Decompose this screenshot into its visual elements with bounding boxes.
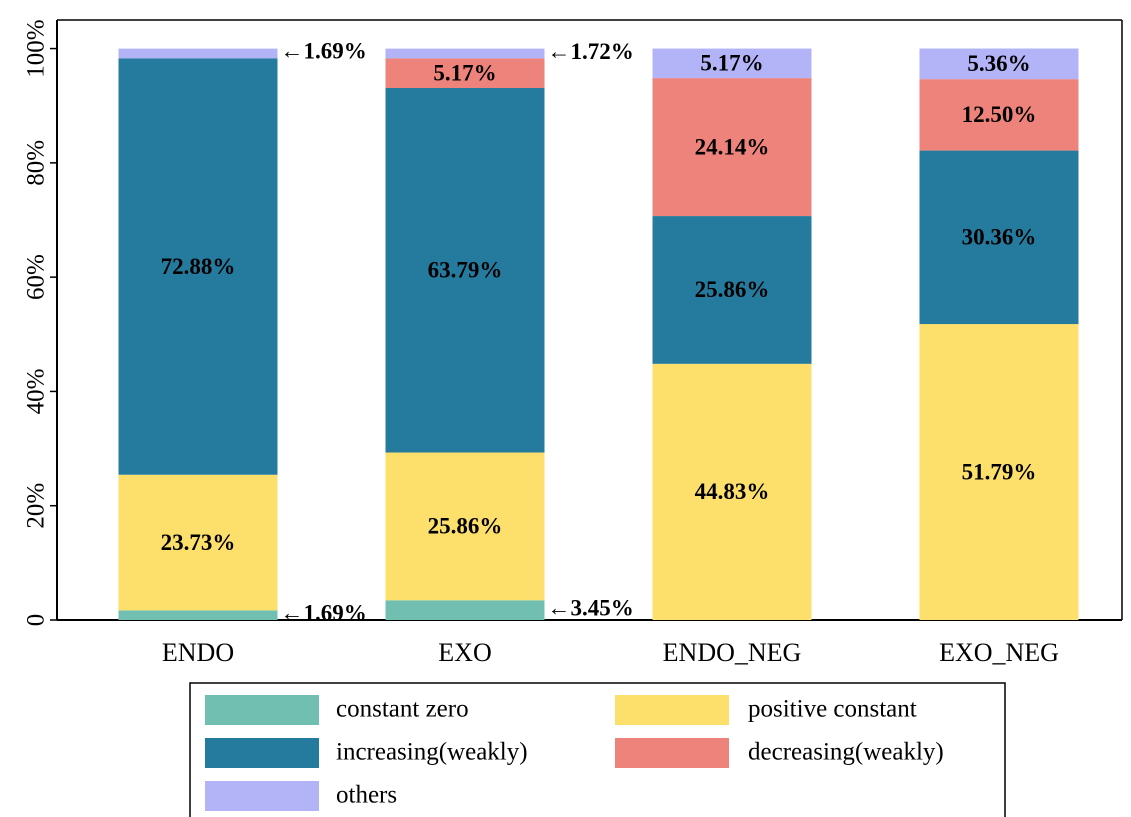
x-tick-label: EXO_NEG [939,638,1059,667]
value-label: 30.36% [962,225,1037,250]
bar-segment [385,48,545,59]
value-label: 5.17% [433,61,496,86]
bar-segment [652,78,812,217]
value-label: 25.86% [428,514,503,539]
y-tick-label: 100% [23,19,50,77]
y-tick-label: 0 [23,614,50,627]
bar-segment [385,88,545,453]
bar-segment [919,79,1079,151]
value-label: 44.83% [695,479,770,504]
x-tick-label: ENDO_NEG [663,638,802,667]
bar-segment [919,324,1079,620]
y-tick-label: 80% [23,140,50,186]
value-label: 5.17% [700,51,763,76]
bar-segment [118,48,278,59]
value-label: ←1.72% [548,39,634,64]
bar-segment [919,48,1079,80]
bar-segment [652,48,812,79]
bar-segment [118,58,278,475]
bar-segment [652,363,812,620]
legend-box [189,682,1006,817]
y-tick-label: 20% [23,483,50,529]
bar-segment [385,58,545,88]
value-label: 12.50% [962,102,1037,127]
value-label: 25.86% [695,277,770,302]
y-tick-label: 40% [23,369,50,415]
legend-swatch [205,781,319,811]
legend-label: increasing(weakly) [336,739,528,766]
bar-segment [385,452,545,601]
bar-segment [118,474,278,611]
value-label: ←1.69% [281,39,367,64]
value-label: ←3.45% [548,595,634,620]
legend-label: constant zero [336,696,469,723]
legend-label: decreasing(weakly) [748,739,944,766]
legend-swatch [615,738,729,768]
x-tick-label: ENDO [162,638,234,667]
legend-label: positive constant [748,696,917,723]
x-tick-label: EXO [438,638,491,667]
value-label: 24.14% [695,134,770,159]
value-label: ←1.69% [281,600,367,625]
legend-swatch [205,738,319,768]
bar-segment [118,610,278,620]
value-label: 63.79% [428,258,503,283]
legend-label: others [336,782,397,809]
value-label: 23.73% [161,530,236,555]
bar-segment [919,150,1079,325]
value-label: 51.79% [962,459,1037,484]
y-tick-label: 60% [23,254,50,300]
bar-segment [652,216,812,364]
legend-swatch [615,695,729,725]
bar-segment [385,600,545,620]
legend-swatch [205,695,319,725]
value-label: 72.88% [161,254,236,279]
value-label: 5.36% [967,51,1030,76]
